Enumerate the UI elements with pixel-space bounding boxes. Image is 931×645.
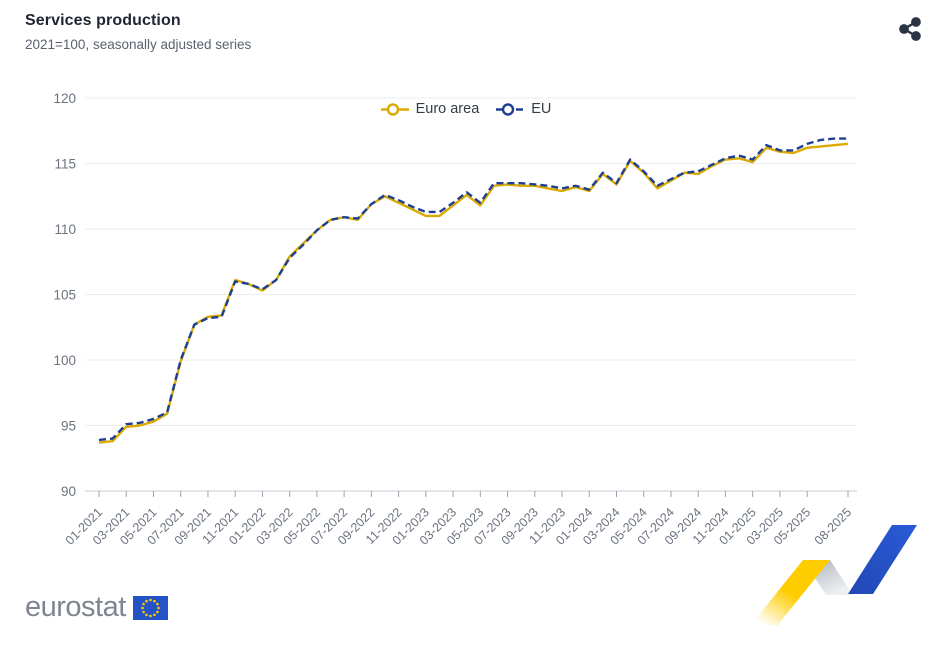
svg-text:110: 110 [54, 222, 76, 237]
svg-text:115: 115 [54, 157, 76, 172]
share-button[interactable] [894, 14, 926, 46]
svg-text:100: 100 [53, 353, 76, 368]
eu-flag-icon [132, 595, 168, 620]
eurostat-trend-mark-icon [750, 525, 917, 626]
eurostat-logo-text: eurostat [25, 591, 126, 623]
share-icon [899, 17, 921, 41]
legend-item-eu[interactable]: EU [495, 101, 551, 117]
legend-label-eu: EU [531, 101, 552, 117]
svg-text:120: 120 [53, 91, 76, 106]
chart-plot-area[interactable]: 90 95 100 105 110 115 120 01-2021 03-2021 05-2021… [0, 58, 931, 580]
eu-marker-icon [496, 102, 525, 116]
legend-item-euro-area[interactable]: Euro area [380, 101, 480, 117]
chart-canvas: 909510010511011512001-202103-202105-2021… [53, 91, 857, 548]
chart-header: Services production 2021=100, seasonally… [25, 12, 251, 52]
page-title: Services production [25, 12, 181, 29]
svg-text:105: 105 [53, 288, 76, 303]
legend-label-euro-area: Euro area [415, 101, 480, 117]
svg-text:90: 90 [61, 484, 76, 499]
chart-subtitle: 2021=100, seasonally adjusted series [25, 37, 252, 52]
svg-text:95: 95 [61, 419, 76, 434]
eurostat-logo: eurostat [25, 591, 168, 624]
euro-area-marker-icon [380, 102, 409, 116]
chart-legend: Euro area EU [0, 101, 931, 117]
